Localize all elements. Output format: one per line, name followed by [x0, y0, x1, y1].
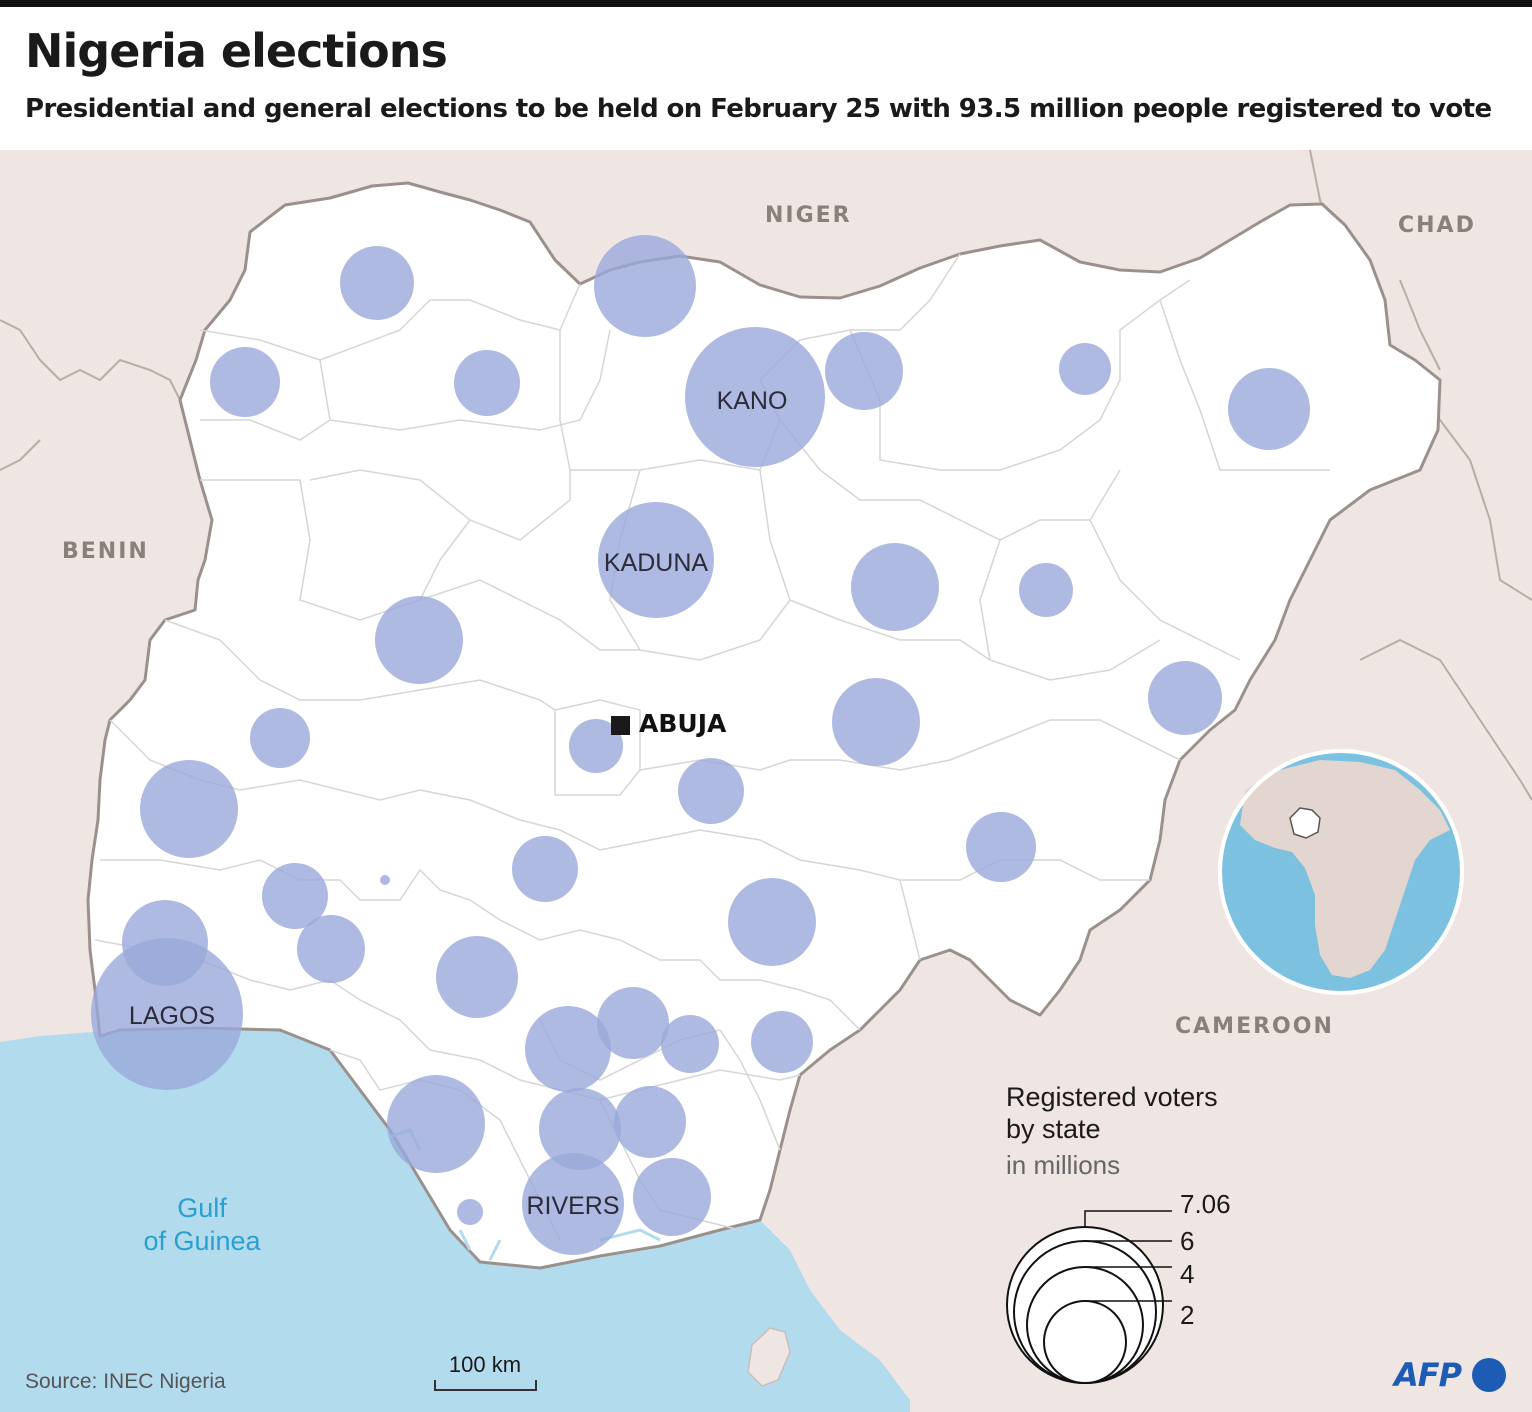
page-subtitle: Presidential and general elections to be…: [25, 94, 1492, 124]
bubble-borno: [1228, 368, 1310, 450]
gulf-of-guinea-sea: [0, 1028, 910, 1412]
bubble-akwa-ibom: [633, 1158, 711, 1236]
legend-circles: [1006, 1226, 1164, 1384]
bubble-cross-river: [751, 1011, 813, 1073]
label-benin: BENIN: [62, 539, 149, 564]
capital-marker: [611, 716, 630, 735]
legend: Registered voters by state in millions 7…: [1006, 1082, 1231, 1384]
bubble-delta: [387, 1075, 485, 1173]
legend-circle-2: [1043, 1300, 1127, 1384]
bubble-edo: [436, 936, 518, 1018]
label-rivers: RIVERS: [526, 1192, 619, 1220]
legend-title-line2: by state: [1006, 1114, 1101, 1144]
label-kaduna: KADUNA: [604, 549, 709, 577]
legend-value-2: 2: [1180, 1300, 1194, 1330]
afp-logo-dot: [1472, 1358, 1506, 1392]
bubble-kwara: [250, 708, 310, 768]
bubble-kebbi: [210, 347, 280, 417]
bioko-island: [747, 1327, 791, 1387]
bubble-sokoto: [340, 246, 414, 320]
label-niger: NIGER: [765, 203, 852, 228]
bubble-kogi: [512, 836, 578, 902]
label-sea-line2: of Guinea: [143, 1226, 261, 1256]
bubble-anambra: [525, 1006, 611, 1092]
label-lagos: LAGOS: [129, 1002, 215, 1030]
label-sea-line1: Gulf: [177, 1193, 227, 1223]
afp-logo: AFP: [1394, 1356, 1510, 1396]
legend-value-7-06: 7.06: [1180, 1189, 1231, 1219]
bubble-ekiti: [380, 875, 390, 885]
bubble-kaduna: [598, 502, 714, 618]
bubble-zamfara: [454, 350, 520, 416]
bubble-nasarawa: [678, 758, 744, 824]
bubble-ebonyi: [661, 1015, 719, 1073]
state-borders: [94, 253, 1330, 1241]
legend-value-4: 4: [1180, 1259, 1194, 1289]
bubble-lagos: [91, 938, 243, 1090]
bubble-rivers: [522, 1153, 624, 1255]
bubble-bayelsa: [457, 1199, 483, 1225]
bubble-ondo: [297, 915, 365, 983]
bubble-osun: [262, 863, 328, 929]
bubble-kano: [685, 327, 825, 467]
bubble-abia: [614, 1086, 686, 1158]
label-chad: CHAD: [1398, 213, 1476, 238]
scale-bar-label: 100 km: [449, 1352, 521, 1377]
bubble-enugu: [597, 987, 669, 1059]
afp-logo-text: AFP: [1394, 1356, 1462, 1394]
bubble-imo: [539, 1088, 621, 1170]
africa-inset-globe: [1218, 749, 1464, 995]
bubble-katsina: [594, 235, 696, 337]
label-abuja: ABUJA: [639, 709, 727, 738]
label-cameroon: CAMEROON: [1175, 1014, 1334, 1039]
bubble-niger: [375, 596, 463, 684]
nigeria-map: NIGER CHAD BENIN CAMEROON Gulf of Guinea…: [0, 150, 1532, 1412]
bubble-benue: [728, 878, 816, 966]
bubble-jigawa: [825, 332, 903, 410]
source-note: Source: INEC Nigeria: [25, 1370, 226, 1393]
bubble-gombe: [1019, 563, 1073, 617]
bubble-taraba: [966, 812, 1036, 882]
scale-bar: 100 km: [434, 1352, 537, 1391]
legend-unit: in millions: [1006, 1150, 1120, 1180]
legend-leaders: [1084, 1210, 1172, 1302]
bubble-oyo: [140, 760, 238, 858]
bubble-plateau: [832, 678, 920, 766]
page-title: Nigeria elections: [25, 24, 448, 78]
bubble-yobe: [1059, 343, 1111, 395]
nigeria-outline: [86, 181, 1442, 1270]
bubble-fct: [569, 719, 623, 773]
legend-value-6: 6: [1180, 1226, 1194, 1256]
voter-bubbles: [91, 235, 1310, 1255]
label-kano: KANO: [717, 387, 788, 415]
legend-title-line1: Registered voters: [1006, 1082, 1218, 1112]
top-rule: [0, 0, 1532, 7]
bubble-bauchi: [851, 543, 939, 631]
bubble-adamawa: [1148, 661, 1222, 735]
